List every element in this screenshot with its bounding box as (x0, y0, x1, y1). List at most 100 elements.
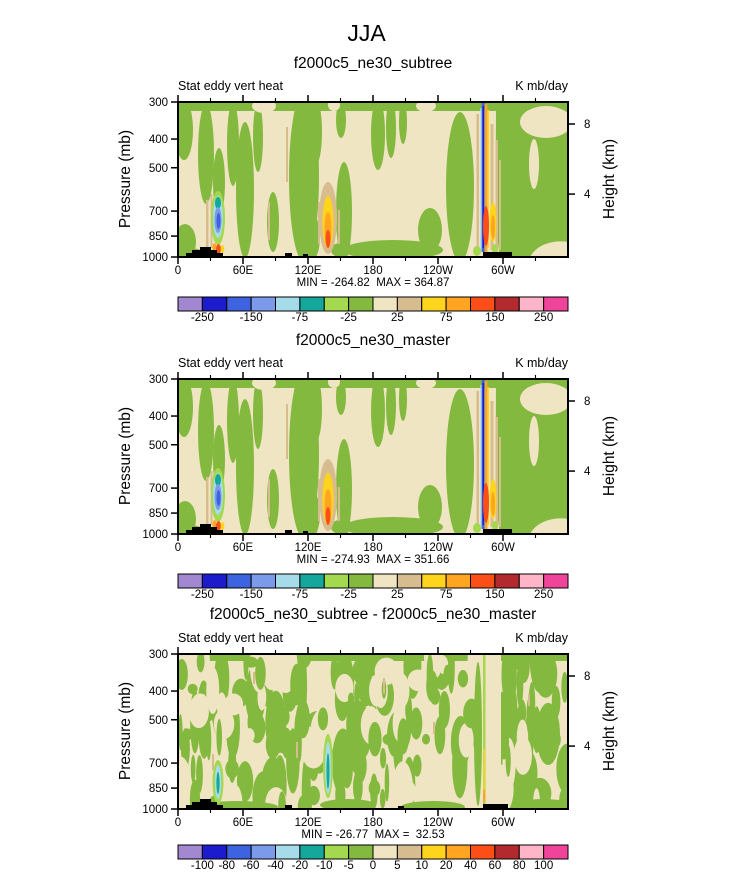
panel-3-units-label: K mb/day (515, 631, 568, 645)
colorbar-label: 75 (440, 589, 453, 601)
colorbar-segment (299, 296, 325, 312)
colorbar-segment (421, 573, 447, 589)
colorbar-segment (445, 844, 471, 860)
colorbar-segment (323, 844, 350, 860)
pressure-tick-label: 500 (149, 715, 168, 727)
colorbar-segment (275, 844, 301, 860)
colorbar-panel-1: -250 -150 -75 -25 25 75 150 250 (177, 296, 569, 324)
x-tick-label: 60W (491, 817, 515, 829)
x-tick-label: 180 (363, 265, 382, 277)
x-tick-label: 120E (295, 542, 322, 554)
colorbar-label: -75 (292, 312, 309, 324)
colorbar-segment (470, 844, 496, 860)
panel-2-units-label: K mb/day (515, 356, 568, 370)
height-tick-label: 8 (584, 119, 590, 131)
colorbar-segment (348, 296, 374, 312)
panel-3-pressure-axis-label: Pressure (mb) (117, 681, 134, 781)
colorbar-segment (372, 296, 398, 312)
colorbar-segment (299, 844, 325, 860)
colorbar-segment (348, 573, 374, 589)
colorbar-segment (348, 844, 374, 860)
colorbar-label: -250 (191, 589, 214, 601)
colorbar-label: 25 (391, 589, 404, 601)
colorbar-segment (201, 844, 228, 860)
colorbar-segment (226, 844, 252, 860)
colorbar-segment (445, 573, 471, 589)
colorbar-label: -80 (218, 860, 235, 872)
pressure-tick-label: 850 (149, 231, 168, 243)
x-tick-label: 60E (233, 265, 254, 277)
height-tick-label: 4 (584, 189, 591, 201)
colorbar-segment (396, 844, 423, 860)
colorbar-segment (470, 296, 496, 312)
contour-field-panel-1 (174, 92, 572, 262)
colorbar-label: 0 (370, 860, 376, 872)
axes-panel-2: 0 60E 120E 180 120W 60W 300 400 500 700 850 1000 8 4 (142, 372, 591, 554)
colorbar-segment (543, 844, 569, 860)
pressure-tick-label: 500 (149, 163, 168, 175)
colorbar-segment (518, 573, 545, 589)
pressure-tick-label: 400 (149, 411, 168, 423)
contour-field-panel-3 (178, 654, 568, 809)
pressure-tick-label: 500 (149, 440, 168, 452)
colorbar-segment (470, 573, 496, 589)
colorbar-panel-2: -250 -150 -75 -25 25 75 150 250 (177, 573, 569, 601)
topography (186, 799, 508, 809)
negative-cell-30E (212, 760, 224, 804)
pressure-tick-label: 1000 (142, 252, 168, 264)
pressure-tick-label: 850 (149, 783, 168, 795)
x-tick-label: 60W (491, 542, 515, 554)
colorbar-segment (250, 296, 276, 312)
colorbar-segment (177, 296, 203, 312)
andes-weak-stripe-75W (474, 654, 501, 806)
colorbar-label: 150 (485, 589, 504, 601)
x-tick-label: 180 (363, 542, 382, 554)
colorbar-segment (421, 844, 447, 860)
height-tick-label: 8 (584, 396, 590, 408)
colorbar-segment (445, 296, 471, 312)
panel-2-minmax: MIN = -274.93 MAX = 351.66 (296, 554, 450, 566)
colorbar-label: -75 (292, 589, 309, 601)
panel-2-height-axis-label: Height (km) (601, 415, 618, 497)
plot-frame (177, 378, 569, 535)
colorbar-segment (226, 573, 252, 589)
colorbar-segment (177, 844, 203, 860)
colorbar-segment (323, 296, 350, 312)
colorbar-label: -100 (191, 860, 214, 872)
pressure-tick-label: 700 (149, 758, 168, 770)
colorbar-segment (396, 573, 423, 589)
colorbar-label: 250 (534, 312, 553, 324)
pressure-tick-label: 300 (149, 97, 168, 109)
panel-3-title: f2000c5_ne30_subtree - f2000c5_ne30_mast… (209, 606, 537, 623)
axes-panel-3: 0 60E 120E 180 120W 60W 300 400 500 700 850 1000 8 4 (142, 647, 591, 829)
colorbar-label: 80 (513, 860, 526, 872)
colorbar-segment (518, 844, 545, 860)
x-tick-label: 120E (295, 817, 322, 829)
colorbar-segment (201, 296, 228, 312)
colorbar-label: 5 (394, 860, 400, 872)
colorbar-segment (275, 573, 301, 589)
colorbar-segment (226, 296, 252, 312)
pressure-tick-label: 1000 (142, 804, 168, 816)
colorbar-label: 250 (534, 589, 553, 601)
panel-1-units-label: K mb/day (515, 79, 568, 93)
height-tick-label: 4 (584, 741, 591, 753)
colorbar-segment (494, 844, 520, 860)
colorbar-label: -150 (240, 312, 263, 324)
pressure-tick-label: 400 (149, 134, 168, 146)
tan-difference-cells (212, 672, 530, 770)
x-tick-label: 60W (491, 265, 515, 277)
colorbar-segment (275, 296, 301, 312)
colorbar-label: -40 (267, 860, 284, 872)
colorbar-segment (323, 573, 350, 589)
plot-frame (177, 101, 569, 258)
panel-1-pressure-axis-label: Pressure (mb) (117, 129, 134, 229)
x-tick-label: 0 (175, 817, 181, 829)
colorbar-segment (372, 573, 398, 589)
bottom-green-band (198, 799, 568, 809)
colorbar-panel-3: -100 -80 -60 -40 -20 -10 -5 0 5 10 20 40 60 80 100 (177, 844, 569, 872)
colorbar-label: 60 (488, 860, 501, 872)
colorbar-label: 40 (464, 860, 477, 872)
colorbar-segment (518, 296, 545, 312)
pressure-tick-label: 1000 (142, 529, 168, 541)
